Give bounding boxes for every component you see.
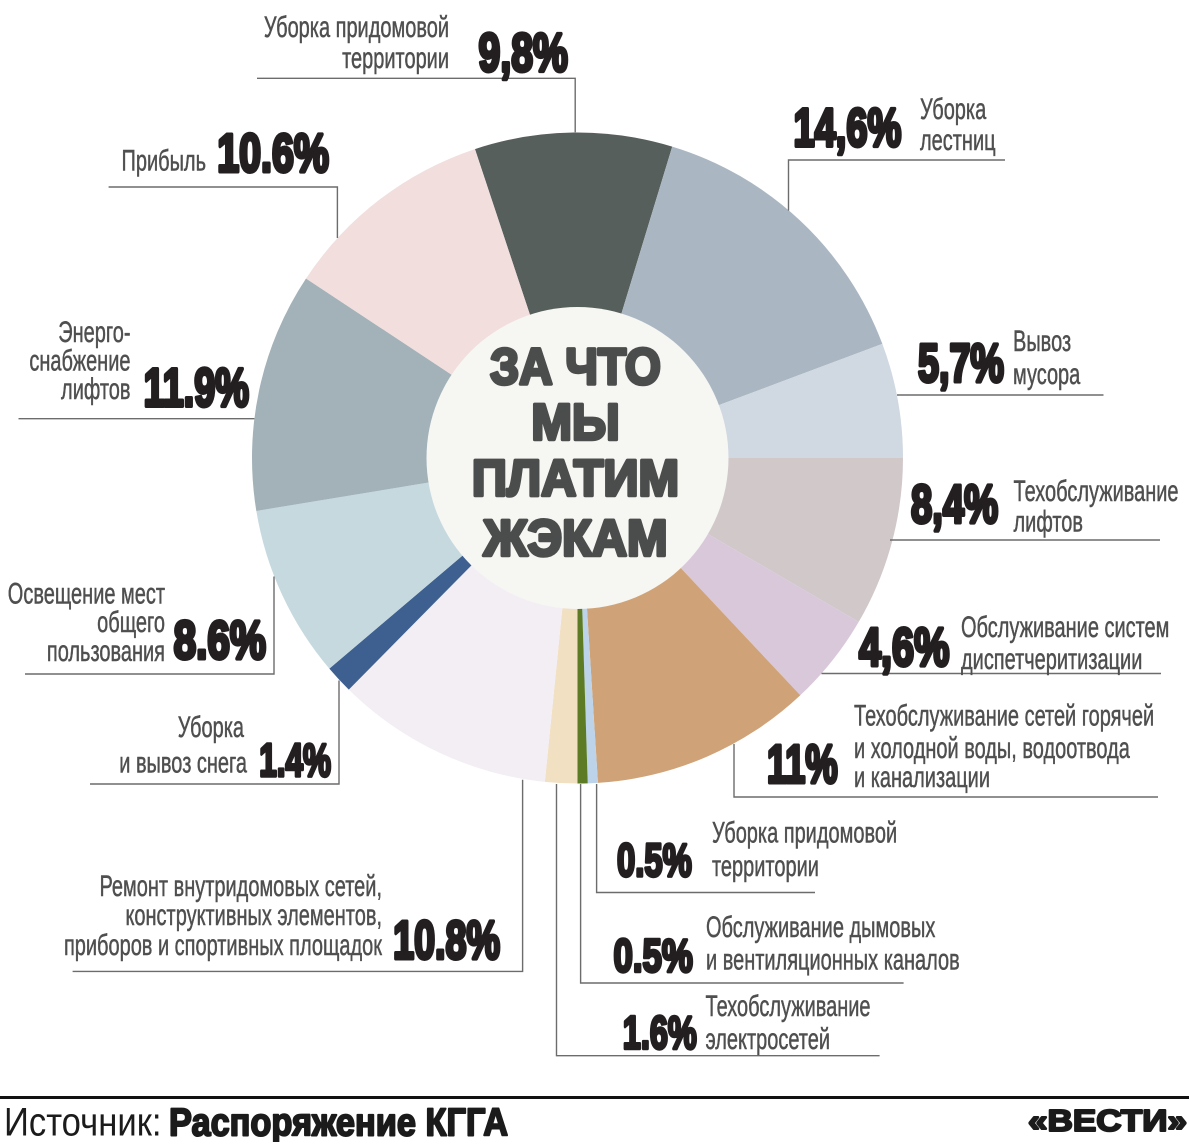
svg-text:10.6%: 10.6% xyxy=(217,122,329,182)
svg-text:Источник:: Источник: xyxy=(4,1099,161,1142)
svg-text:общего: общего xyxy=(97,606,165,639)
svg-text:Обслуживание систем: Обслуживание систем xyxy=(961,611,1169,644)
svg-text:ЗА ЧТО: ЗА ЧТО xyxy=(490,339,661,396)
svg-text:территории: территории xyxy=(712,850,819,883)
svg-text:территории: территории xyxy=(342,42,449,75)
svg-text:Освещение мест: Освещение мест xyxy=(8,578,166,611)
svg-text:снабжение: снабжение xyxy=(29,345,130,378)
svg-text:диспетчеритизации: диспетчеритизации xyxy=(961,643,1142,676)
svg-text:и вывоз снега: и вывоз снега xyxy=(119,747,248,780)
svg-text:Техобслуживание: Техобслуживание xyxy=(706,990,871,1023)
svg-text:4,6%: 4,6% xyxy=(859,618,949,678)
svg-text:электросетей: электросетей xyxy=(706,1023,831,1056)
svg-text:и вентиляционных каналов: и вентиляционных каналов xyxy=(706,944,960,977)
svg-text:приборов и спортивных площадок: приборов и спортивных площадок xyxy=(64,929,383,962)
svg-text:Ремонт внутридомовых сетей,: Ремонт внутридомовых сетей, xyxy=(99,870,382,903)
svg-text:Техобслуживание сетей горячей: Техобслуживание сетей горячей xyxy=(854,700,1154,733)
svg-text:Энерго-: Энерго- xyxy=(58,316,130,349)
svg-text:лифтов: лифтов xyxy=(61,373,130,406)
svg-text:ЖЭКАМ: ЖЭКАМ xyxy=(482,509,667,566)
svg-text:МЫ: МЫ xyxy=(531,393,619,450)
svg-text:мусора: мусора xyxy=(1013,358,1081,391)
svg-text:11%: 11% xyxy=(767,733,838,794)
svg-text:и канализации: и канализации xyxy=(854,761,990,794)
svg-text:Вывоз: Вывоз xyxy=(1013,325,1071,358)
svg-text:и холодной воды, водоотвода: и холодной воды, водоотвода xyxy=(854,732,1131,765)
svg-text:9,8%: 9,8% xyxy=(479,22,568,83)
svg-text:Уборка: Уборка xyxy=(920,93,987,126)
svg-text:Уборка придомовой: Уборка придомовой xyxy=(712,817,897,850)
svg-text:Обслуживание дымовых: Обслуживание дымовых xyxy=(706,911,936,944)
svg-text:10.8%: 10.8% xyxy=(393,910,500,970)
svg-text:0.5%: 0.5% xyxy=(617,836,692,887)
svg-text:лифтов: лифтов xyxy=(1014,506,1083,539)
svg-text:Распоряжение КГГА: Распоряжение КГГА xyxy=(169,1100,508,1142)
svg-text:0.5%: 0.5% xyxy=(614,930,693,982)
svg-text:8.6%: 8.6% xyxy=(174,611,266,671)
svg-text:Прибыль: Прибыль xyxy=(122,145,206,178)
svg-text:«ВЕСТИ»: «ВЕСТИ» xyxy=(1028,1103,1187,1137)
svg-text:пользования: пользования xyxy=(47,635,165,668)
svg-text:Уборка придомовой: Уборка придомовой xyxy=(264,11,449,44)
svg-text:14,6%: 14,6% xyxy=(794,98,902,158)
svg-text:Техобслуживание: Техобслуживание xyxy=(1014,475,1179,508)
svg-text:11.9%: 11.9% xyxy=(144,357,249,417)
svg-text:8,4%: 8,4% xyxy=(911,474,998,534)
svg-text:5,7%: 5,7% xyxy=(918,333,1004,393)
svg-text:ПЛАТИМ: ПЛАТИМ xyxy=(472,449,679,506)
svg-text:конструктивных элементов,: конструктивных элементов, xyxy=(125,899,382,932)
svg-text:1.4%: 1.4% xyxy=(259,735,331,786)
svg-text:лестниц: лестниц xyxy=(920,124,996,157)
svg-text:1.6%: 1.6% xyxy=(623,1008,697,1059)
svg-text:Уборка: Уборка xyxy=(178,711,245,744)
